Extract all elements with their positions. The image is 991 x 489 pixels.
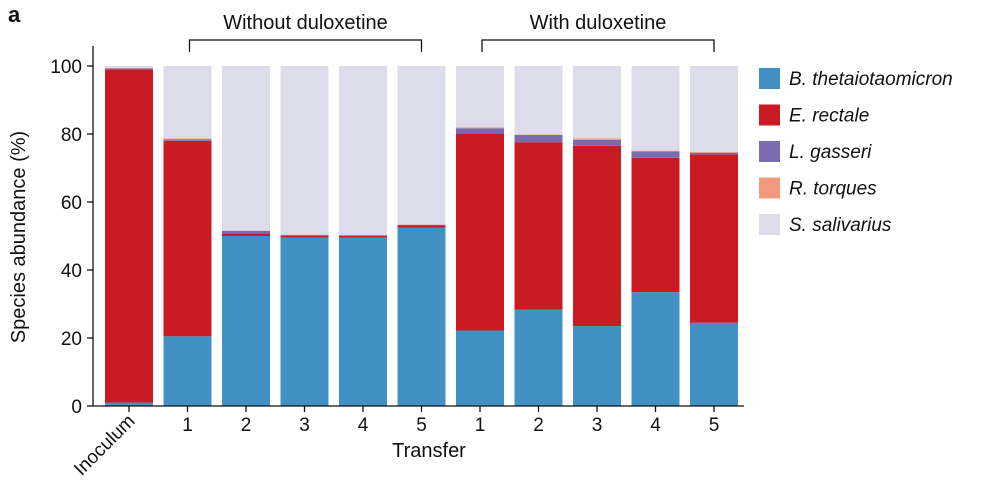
bar-segment-s-salivarius-7 bbox=[514, 66, 563, 135]
bar-segment-b-thetaiotaomicron-10 bbox=[690, 322, 738, 406]
legend-swatch-l-gasseri bbox=[759, 141, 780, 162]
bar-segment-s-salivarius-1 bbox=[163, 66, 212, 139]
y-tick-label-0: 0 bbox=[71, 397, 82, 418]
x-tick-label-5: 5 bbox=[416, 415, 427, 436]
bar-segment-s-salivarius-9 bbox=[631, 66, 680, 151]
x-tick-label-8: 3 bbox=[592, 415, 603, 436]
bar-segment-r-torques-6 bbox=[456, 127, 504, 129]
bar-segment-e-rectale-6 bbox=[456, 134, 504, 331]
bar-segment-r-torques-9 bbox=[631, 150, 680, 152]
y-tick-label-40: 40 bbox=[61, 261, 82, 282]
x-tick-label-9: 4 bbox=[650, 415, 661, 436]
legend-label-s-salivarius: S. salivarius bbox=[789, 215, 892, 236]
legend-swatch-b-thetaiotaomicron bbox=[759, 68, 780, 89]
x-axis-title: Transfer bbox=[392, 440, 466, 462]
bar-segment-b-thetaiotaomicron-4 bbox=[339, 237, 387, 406]
bar-segment-s-salivarius-3 bbox=[280, 66, 329, 235]
bar-segment-r-torques-10 bbox=[690, 152, 738, 153]
bar-segment-r-torques-1 bbox=[163, 138, 212, 140]
y-tick-label-60: 60 bbox=[61, 193, 82, 214]
panel-label: a bbox=[8, 2, 21, 27]
bar-segment-b-thetaiotaomicron-7 bbox=[514, 309, 563, 406]
bar-segment-b-thetaiotaomicron-5 bbox=[397, 227, 446, 406]
y-tick-label-80: 80 bbox=[61, 125, 82, 146]
bar-segment-b-thetaiotaomicron-3 bbox=[280, 237, 329, 406]
bar-segment-b-thetaiotaomicron-1 bbox=[163, 336, 212, 406]
bar-segment-l-gasseri-4 bbox=[339, 235, 387, 236]
y-tick-label-100: 100 bbox=[50, 57, 82, 78]
legend: B. thetaiotaomicron E. rectale L. gasseri R… bbox=[759, 68, 953, 236]
bar-segment-l-gasseri-0 bbox=[105, 68, 153, 70]
group-label-0: Without duloxetine bbox=[223, 12, 388, 34]
bar-segment-e-rectale-5 bbox=[397, 225, 446, 228]
bar-segment-b-thetaiotaomicron-6 bbox=[456, 330, 504, 406]
bar-segment-e-rectale-0 bbox=[105, 69, 153, 403]
bar-segment-e-rectale-9 bbox=[631, 157, 680, 293]
bar-segment-s-salivarius-2 bbox=[222, 66, 270, 231]
bar-segment-e-rectale-1 bbox=[163, 140, 212, 337]
x-tick-label-2: 2 bbox=[241, 415, 252, 436]
bar-segment-b-thetaiotaomicron-0 bbox=[105, 402, 153, 406]
bar-segment-e-rectale-2 bbox=[222, 233, 270, 236]
bar-segment-e-rectale-10 bbox=[690, 154, 738, 323]
bar-segment-l-gasseri-9 bbox=[631, 151, 680, 158]
legend-label-l-gasseri: L. gasseri bbox=[789, 142, 872, 163]
bar-segment-l-gasseri-5 bbox=[397, 224, 446, 226]
legend-label-b-thetaiotaomicron: B. thetaiotaomicron bbox=[789, 69, 953, 90]
bar-segment-s-salivarius-4 bbox=[339, 66, 387, 235]
bar-segment-b-thetaiotaomicron-2 bbox=[222, 236, 270, 406]
legend-swatch-r-torques bbox=[759, 177, 780, 199]
bar-segment-b-thetaiotaomicron-8 bbox=[573, 326, 621, 406]
group-label-1: With duloxetine bbox=[530, 12, 667, 34]
bar-segment-e-rectale-8 bbox=[573, 145, 621, 327]
bar-segment-l-gasseri-2 bbox=[222, 230, 270, 234]
legend-label-e-rectale: E. rectale bbox=[789, 106, 869, 127]
legend-swatch-s-salivarius bbox=[759, 214, 780, 235]
bars-layer bbox=[105, 66, 738, 406]
x-tick-label-4: 4 bbox=[358, 415, 369, 436]
bar-segment-r-torques-8 bbox=[573, 138, 621, 140]
x-tick-label-3: 3 bbox=[299, 415, 310, 436]
bar-segment-l-gasseri-8 bbox=[573, 139, 621, 146]
bar-segment-l-gasseri-3 bbox=[280, 234, 329, 236]
bar-segment-l-gasseri-1 bbox=[163, 139, 212, 141]
group-bracket-0 bbox=[188, 39, 423, 52]
legend-swatch-e-rectale bbox=[759, 104, 780, 126]
bar-segment-e-rectale-3 bbox=[280, 235, 329, 238]
bar-segment-e-rectale-4 bbox=[339, 236, 387, 238]
group-brackets-layer: Without duloxetine With duloxetine bbox=[188, 12, 715, 52]
bar-segment-l-gasseri-7 bbox=[514, 135, 563, 143]
bar-segment-s-salivarius-10 bbox=[690, 66, 738, 153]
bar-segment-r-torques-7 bbox=[514, 134, 563, 136]
x-tick-label-1: 1 bbox=[182, 415, 193, 436]
bar-segment-s-salivarius-5 bbox=[397, 66, 446, 225]
group-bracket-1 bbox=[481, 39, 715, 52]
y-axis-title: Species abundance (%) bbox=[8, 131, 30, 343]
bar-segment-s-salivarius-0 bbox=[105, 66, 153, 69]
bar-segment-e-rectale-7 bbox=[514, 142, 563, 310]
x-tick-label-6: 1 bbox=[475, 415, 486, 436]
bar-segment-l-gasseri-6 bbox=[456, 128, 504, 134]
x-tick-label-0: Inoculum bbox=[70, 411, 139, 480]
bar-segment-s-salivarius-8 bbox=[573, 66, 621, 139]
legend-label-r-torques: R. torques bbox=[789, 179, 877, 200]
bar-segment-l-gasseri-10 bbox=[690, 152, 738, 155]
y-tick-label-20: 20 bbox=[61, 329, 82, 350]
x-tick-label-7: 2 bbox=[533, 415, 544, 436]
bar-segment-b-thetaiotaomicron-9 bbox=[631, 292, 680, 406]
bar-segment-s-salivarius-6 bbox=[456, 66, 504, 128]
x-tick-label-10: 5 bbox=[709, 415, 720, 436]
